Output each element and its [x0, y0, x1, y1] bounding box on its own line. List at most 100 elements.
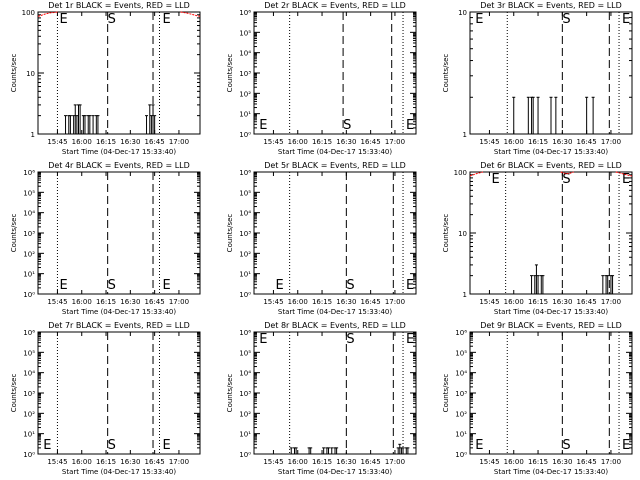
- x-tick-label: 16:45: [361, 138, 381, 146]
- y-tick-label: 10⁶: [455, 329, 467, 337]
- y-tick-label: 10³: [239, 390, 251, 398]
- marker-e-end: E: [622, 172, 630, 187]
- x-tick-label: 16:30: [120, 298, 140, 306]
- y-tick-label: 10⁰: [455, 451, 467, 459]
- panel-title: Det 8r BLACK = Events, RED = LLD: [264, 321, 406, 330]
- x-tick-label: 16:15: [96, 298, 116, 306]
- y-tick-label: 10³: [239, 230, 251, 238]
- plot-frame: [253, 331, 417, 455]
- x-tick-label: 15:45: [479, 298, 499, 306]
- x-axis-label: Start Time (04-Dec-17 15:33:40): [278, 308, 392, 316]
- y-tick-label: 10⁴: [23, 370, 35, 378]
- x-tick-label: 17:00: [601, 458, 621, 466]
- y-tick-label: 10³: [23, 390, 35, 398]
- x-tick-label: 17:00: [169, 458, 189, 466]
- x-tick-label: 16:00: [288, 458, 308, 466]
- y-tick-label: 10⁰: [239, 131, 251, 139]
- panel-title: Det 7r BLACK = Events, RED = LLD: [48, 321, 190, 330]
- x-axis-label: Start Time (04-Dec-17 15:33:40): [494, 468, 608, 476]
- y-tick-label: 100: [22, 9, 35, 17]
- detector-panel-9: Det 9r BLACK = Events, RED = LLD Start Ti…: [442, 321, 633, 476]
- y-tick-label: 10⁴: [455, 370, 467, 378]
- y-tick-label: 10⁰: [239, 291, 251, 299]
- plot-frame: [253, 171, 417, 295]
- x-tick-label: 16:45: [361, 458, 381, 466]
- x-tick-label: 15:45: [263, 138, 283, 146]
- y-axis-label: Counts/sec: [10, 374, 18, 413]
- y-tick-label: 10³: [455, 390, 467, 398]
- y-tick-label: 10⁴: [239, 210, 251, 218]
- y-tick-label: 10⁶: [239, 9, 251, 17]
- x-axis-label: Start Time (04-Dec-17 15:33:40): [494, 308, 608, 316]
- y-axis-label: Counts/sec: [10, 214, 18, 253]
- marker-e-start: E: [259, 332, 267, 347]
- marker-s: S: [108, 278, 116, 293]
- x-tick-label: 16:45: [361, 298, 381, 306]
- x-tick-label: 16:00: [504, 458, 524, 466]
- marker-e-end: E: [163, 438, 171, 453]
- marker-s: S: [108, 438, 116, 453]
- x-tick-label: 16:30: [552, 138, 572, 146]
- marker-e-end: E: [622, 12, 630, 27]
- panel-title: Det 9r BLACK = Events, RED = LLD: [480, 321, 622, 330]
- x-tick-label: 16:45: [577, 138, 597, 146]
- x-tick-label: 15:45: [263, 458, 283, 466]
- y-tick-label: 10⁰: [239, 451, 251, 459]
- x-tick-label: 17:00: [169, 138, 189, 146]
- y-tick-label: 10¹: [23, 271, 35, 279]
- x-axis-label: Start Time (04-Dec-17 15:33:40): [278, 468, 392, 476]
- y-tick-label: 1: [31, 131, 35, 139]
- x-tick-label: 15:45: [47, 458, 67, 466]
- marker-e-start: E: [59, 278, 67, 293]
- x-tick-label: 17:00: [385, 298, 405, 306]
- x-tick-label: 16:15: [528, 458, 548, 466]
- y-tick-label: 10²: [239, 90, 251, 98]
- y-tick-label: 10³: [23, 230, 35, 238]
- panel-title: Det 1r BLACK = Events, RED = LLD: [48, 1, 190, 10]
- y-tick-label: 10¹: [239, 111, 251, 119]
- plot-frame: [37, 11, 201, 135]
- y-tick-label: 10⁴: [239, 50, 251, 58]
- x-tick-label: 16:30: [552, 298, 572, 306]
- x-tick-label: 17:00: [385, 138, 405, 146]
- x-tick-label: 16:00: [72, 298, 92, 306]
- x-tick-label: 16:30: [336, 298, 356, 306]
- y-tick-label: 10¹: [239, 431, 251, 439]
- marker-s: S: [108, 12, 116, 27]
- marker-e-start: E: [475, 12, 483, 27]
- panel-title: Det 6r BLACK = Events, RED = LLD: [480, 161, 622, 170]
- x-axis-label: Start Time (04-Dec-17 15:33:40): [494, 148, 608, 156]
- x-tick-label: 16:00: [288, 138, 308, 146]
- plot-frame: [469, 331, 633, 455]
- y-axis-label: Counts/sec: [226, 374, 234, 413]
- x-tick-label: 16:30: [120, 138, 140, 146]
- marker-e-start: E: [491, 172, 499, 187]
- y-axis-label: Counts/sec: [442, 374, 450, 413]
- panel-title: Det 2r BLACK = Events, RED = LLD: [264, 1, 406, 10]
- marker-e-end: E: [406, 118, 414, 133]
- x-tick-label: 16:45: [145, 458, 165, 466]
- y-tick-label: 10⁶: [23, 329, 35, 337]
- x-tick-label: 15:45: [479, 138, 499, 146]
- lld-curve: [469, 171, 484, 177]
- marker-s: S: [562, 438, 570, 453]
- x-tick-label: 16:45: [145, 138, 165, 146]
- lld-curve: [37, 11, 58, 17]
- x-tick-label: 15:45: [47, 298, 67, 306]
- x-tick-label: 17:00: [169, 298, 189, 306]
- y-axis-label: Counts/sec: [10, 54, 18, 93]
- y-tick-label: 10⁵: [455, 349, 467, 357]
- y-axis-label: Counts/sec: [226, 214, 234, 253]
- x-tick-label: 15:45: [47, 138, 67, 146]
- x-tick-label: 16:00: [72, 458, 92, 466]
- x-tick-label: 15:45: [263, 298, 283, 306]
- x-tick-label: 15:45: [479, 458, 499, 466]
- y-tick-label: 10: [458, 230, 467, 238]
- x-tick-label: 16:00: [72, 138, 92, 146]
- detector-panel-7: Det 7r BLACK = Events, RED = LLD Start Ti…: [10, 321, 201, 476]
- x-tick-label: 17:00: [601, 138, 621, 146]
- x-tick-label: 16:00: [288, 298, 308, 306]
- y-tick-label: 10²: [239, 410, 251, 418]
- marker-e-start: E: [275, 278, 283, 293]
